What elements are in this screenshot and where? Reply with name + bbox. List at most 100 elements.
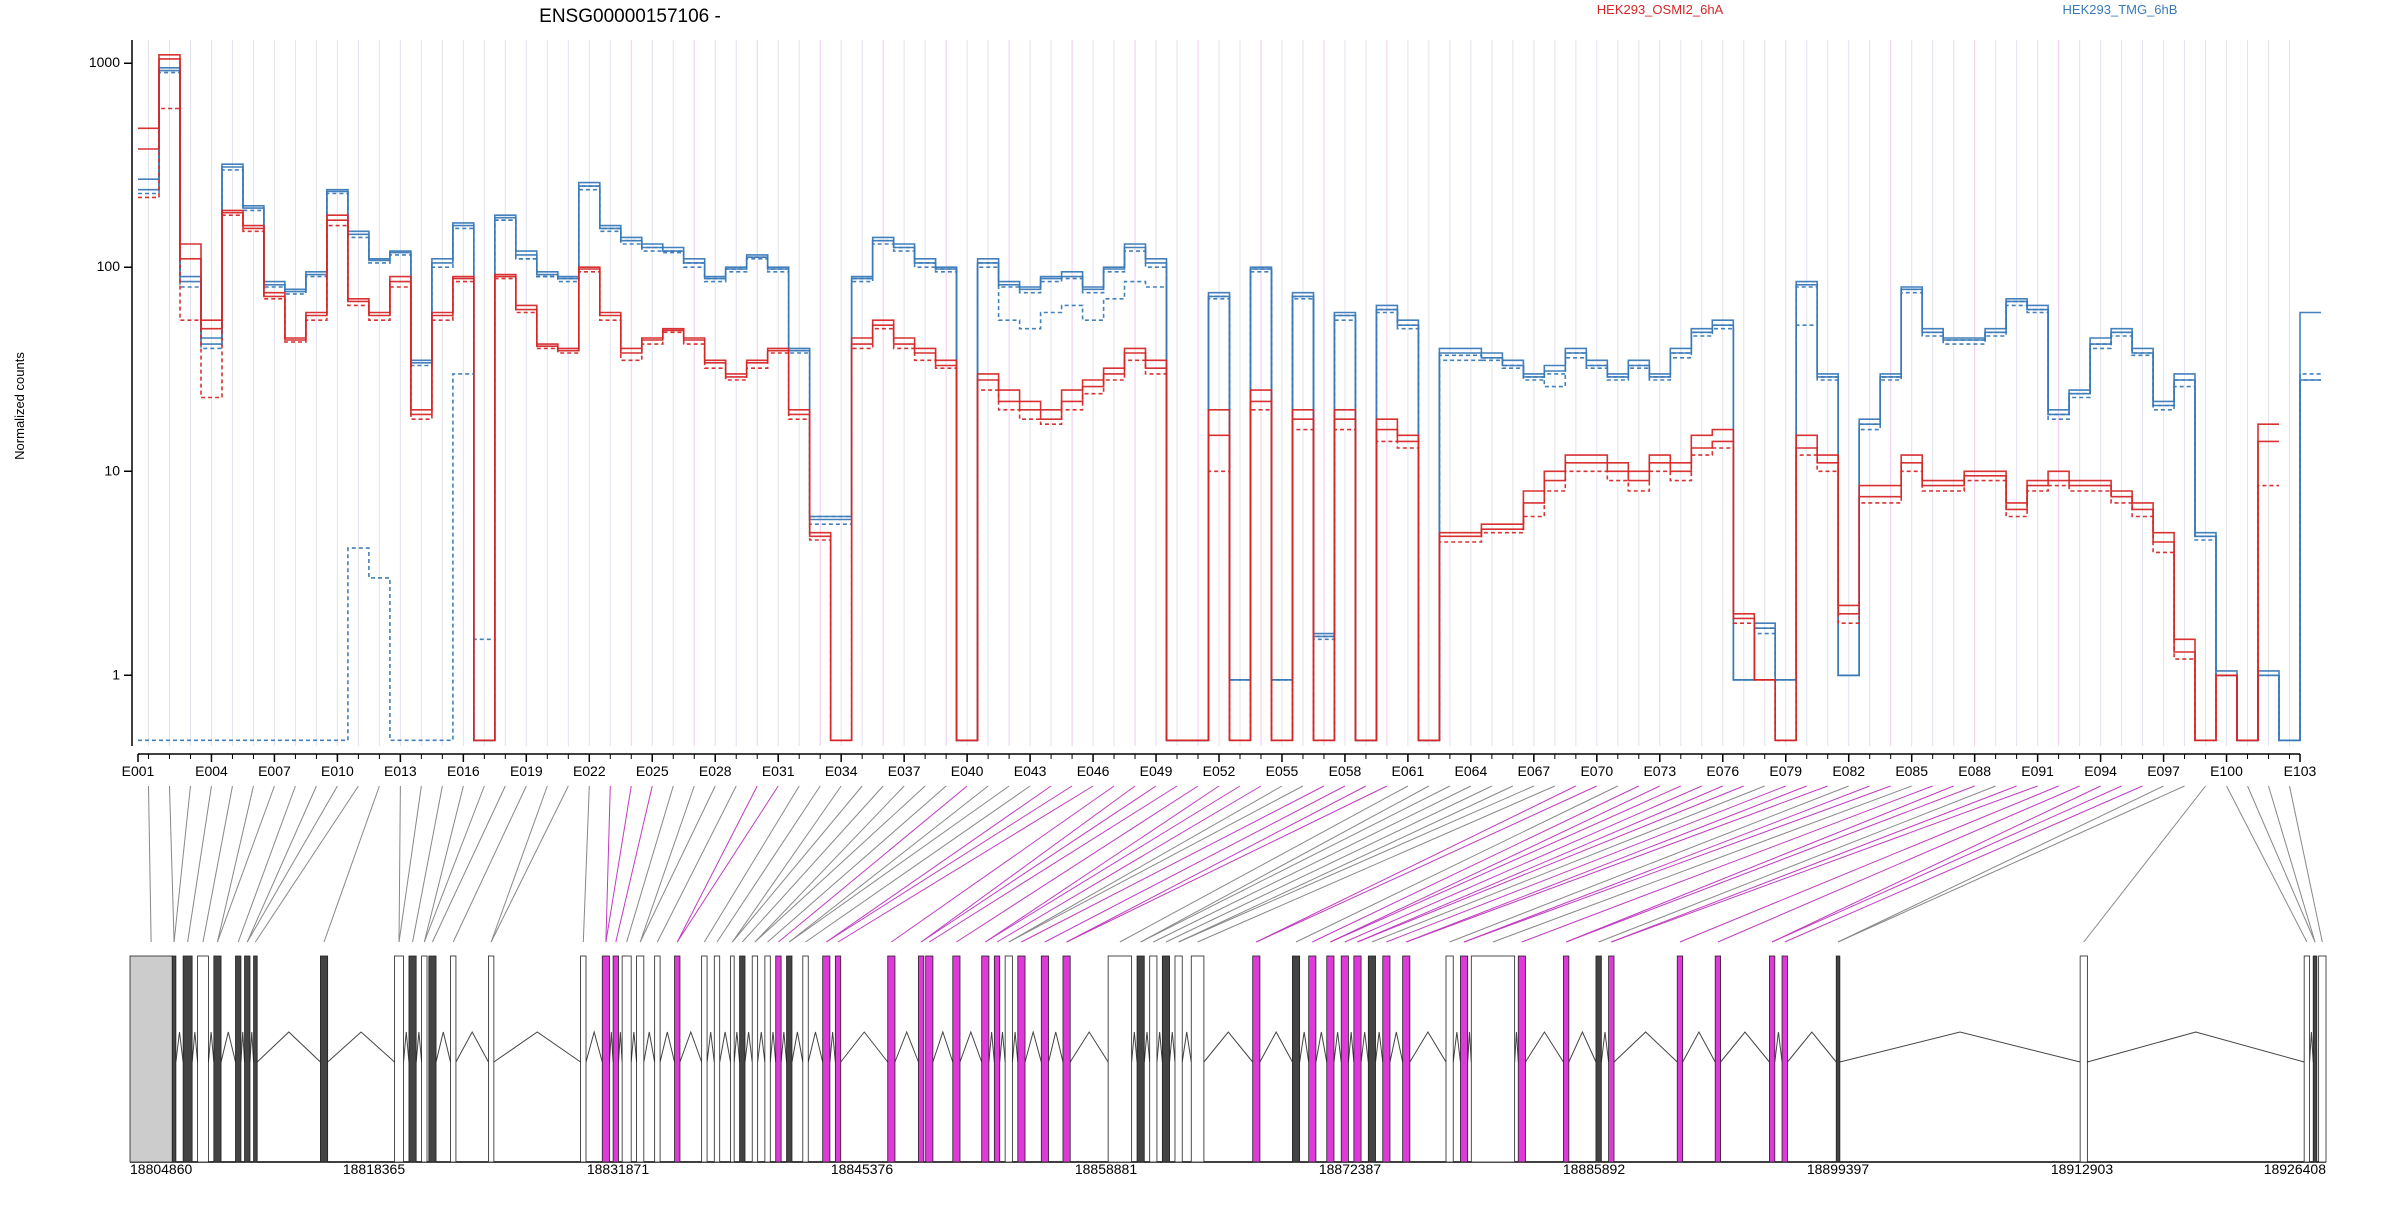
exon-connector <box>639 785 695 943</box>
intron-line <box>1568 1030 1597 1063</box>
exon-rect <box>802 955 809 1163</box>
coordinate-label: 18804860 <box>130 1161 193 1177</box>
intron-line <box>1787 1031 1837 1063</box>
exon-connector <box>1066 785 1388 943</box>
intron-line <box>719 1031 732 1063</box>
coordinate-label: 18926408 <box>2264 1161 2327 1177</box>
exon-connector <box>1140 785 1430 943</box>
exon-connector <box>1178 785 1535 943</box>
exon-connector <box>1165 785 1493 943</box>
exon-connector <box>956 785 1199 943</box>
intron-line <box>1143 1031 1151 1063</box>
coordinate-label: 18885892 <box>1563 1161 1626 1177</box>
exon-connector <box>582 785 590 943</box>
intron-line <box>585 1030 603 1063</box>
exon-connector <box>1717 785 2080 943</box>
exon-connector <box>1008 785 1304 943</box>
intron-line <box>679 1030 703 1063</box>
exon-connector <box>168 785 175 943</box>
exon-rect <box>1040 955 1049 1163</box>
exon-connector <box>1357 785 1723 943</box>
x-tick-label: E070 <box>1580 763 1613 779</box>
exon-rect <box>751 955 759 1163</box>
exon-rect <box>654 955 661 1163</box>
exon-connector <box>1771 785 2101 943</box>
intron-line <box>894 1030 919 1063</box>
exon-connector <box>731 785 863 943</box>
exon-connector <box>741 785 884 943</box>
exon-connector <box>1784 785 2143 943</box>
exon-connector <box>246 785 317 943</box>
exon-connector <box>1357 785 1744 943</box>
x-tick-label: E052 <box>1203 763 1236 779</box>
exon-connector <box>703 785 800 943</box>
exon-connector <box>985 785 1241 943</box>
intron-line <box>1613 1031 1678 1063</box>
exon-connector <box>1021 785 1325 943</box>
exon-rect <box>2318 955 2327 1163</box>
exon-rect <box>1781 955 1788 1163</box>
exon-connector <box>778 785 968 943</box>
coordinate-label: 18872387 <box>1319 1161 1382 1177</box>
x-tick-label: E085 <box>1895 763 1928 779</box>
exon-rect <box>197 955 209 1163</box>
exon-rect <box>612 955 619 1163</box>
exon-connector <box>1119 785 1409 943</box>
x-tick-label: E091 <box>2021 763 2054 779</box>
intron-line <box>791 1031 804 1063</box>
intron-line <box>455 1030 489 1063</box>
exon-rect <box>182 955 193 1163</box>
intron-line <box>1259 1030 1293 1063</box>
intron-line <box>733 1031 741 1063</box>
series-line <box>138 58 2279 742</box>
exon-grid <box>147 40 2291 746</box>
intron-line <box>493 1031 581 1063</box>
legend-label-osmi2: HEK293_OSMI2_6hA <box>1597 2 1724 17</box>
exon-connector <box>202 785 233 943</box>
x-tick-label: E034 <box>825 763 858 779</box>
exon-connector <box>1330 785 1661 943</box>
exon-connector <box>837 785 1094 943</box>
intron-line <box>1131 1031 1138 1063</box>
exon-rect <box>834 955 842 1163</box>
exon-rect <box>2303 955 2310 1163</box>
exon-connector <box>1771 785 2122 943</box>
exon-connector <box>639 785 716 943</box>
exon-rect <box>1517 955 1526 1163</box>
exon-connector <box>1312 785 1640 943</box>
exon-connector <box>1565 785 1954 943</box>
exon-connector <box>423 785 485 943</box>
intron-line <box>757 1031 766 1063</box>
exon-connector <box>1344 785 1702 943</box>
intron-line <box>1203 1031 1254 1063</box>
intron-line <box>630 1031 638 1063</box>
exon-connector <box>1611 785 2017 943</box>
intron-line <box>2309 1031 2314 1063</box>
intron-line <box>1682 1030 1716 1063</box>
legend-label-tmg: HEK293_TMG_6hB <box>2063 2 2178 17</box>
exon-connector <box>920 785 1157 943</box>
x-tick-label: E100 <box>2210 763 2243 779</box>
exon-rect <box>1445 955 1454 1163</box>
exon-connector <box>323 785 380 943</box>
x-tick-label: E010 <box>321 763 354 779</box>
exon-rect <box>887 955 896 1163</box>
intron-line <box>1347 1031 1355 1063</box>
intron-line <box>1181 1031 1192 1063</box>
exon-connector <box>985 785 1220 943</box>
exon-rect <box>253 955 258 1163</box>
x-tick-label: E055 <box>1266 763 1299 779</box>
intron-line <box>1467 1031 1472 1063</box>
exon-rect <box>580 955 587 1163</box>
x-tick-label: E019 <box>510 763 543 779</box>
exon-connector <box>1044 785 1346 943</box>
exon-connector <box>1140 785 1451 943</box>
exon-rect <box>488 955 495 1163</box>
exon-connector <box>1197 785 1556 943</box>
x-tick-label: E025 <box>636 763 669 779</box>
x-tick-label: E043 <box>1014 763 1047 779</box>
intron-line <box>1360 1031 1369 1063</box>
x-tick-label: E028 <box>699 763 732 779</box>
exon-connector <box>1611 785 2038 943</box>
